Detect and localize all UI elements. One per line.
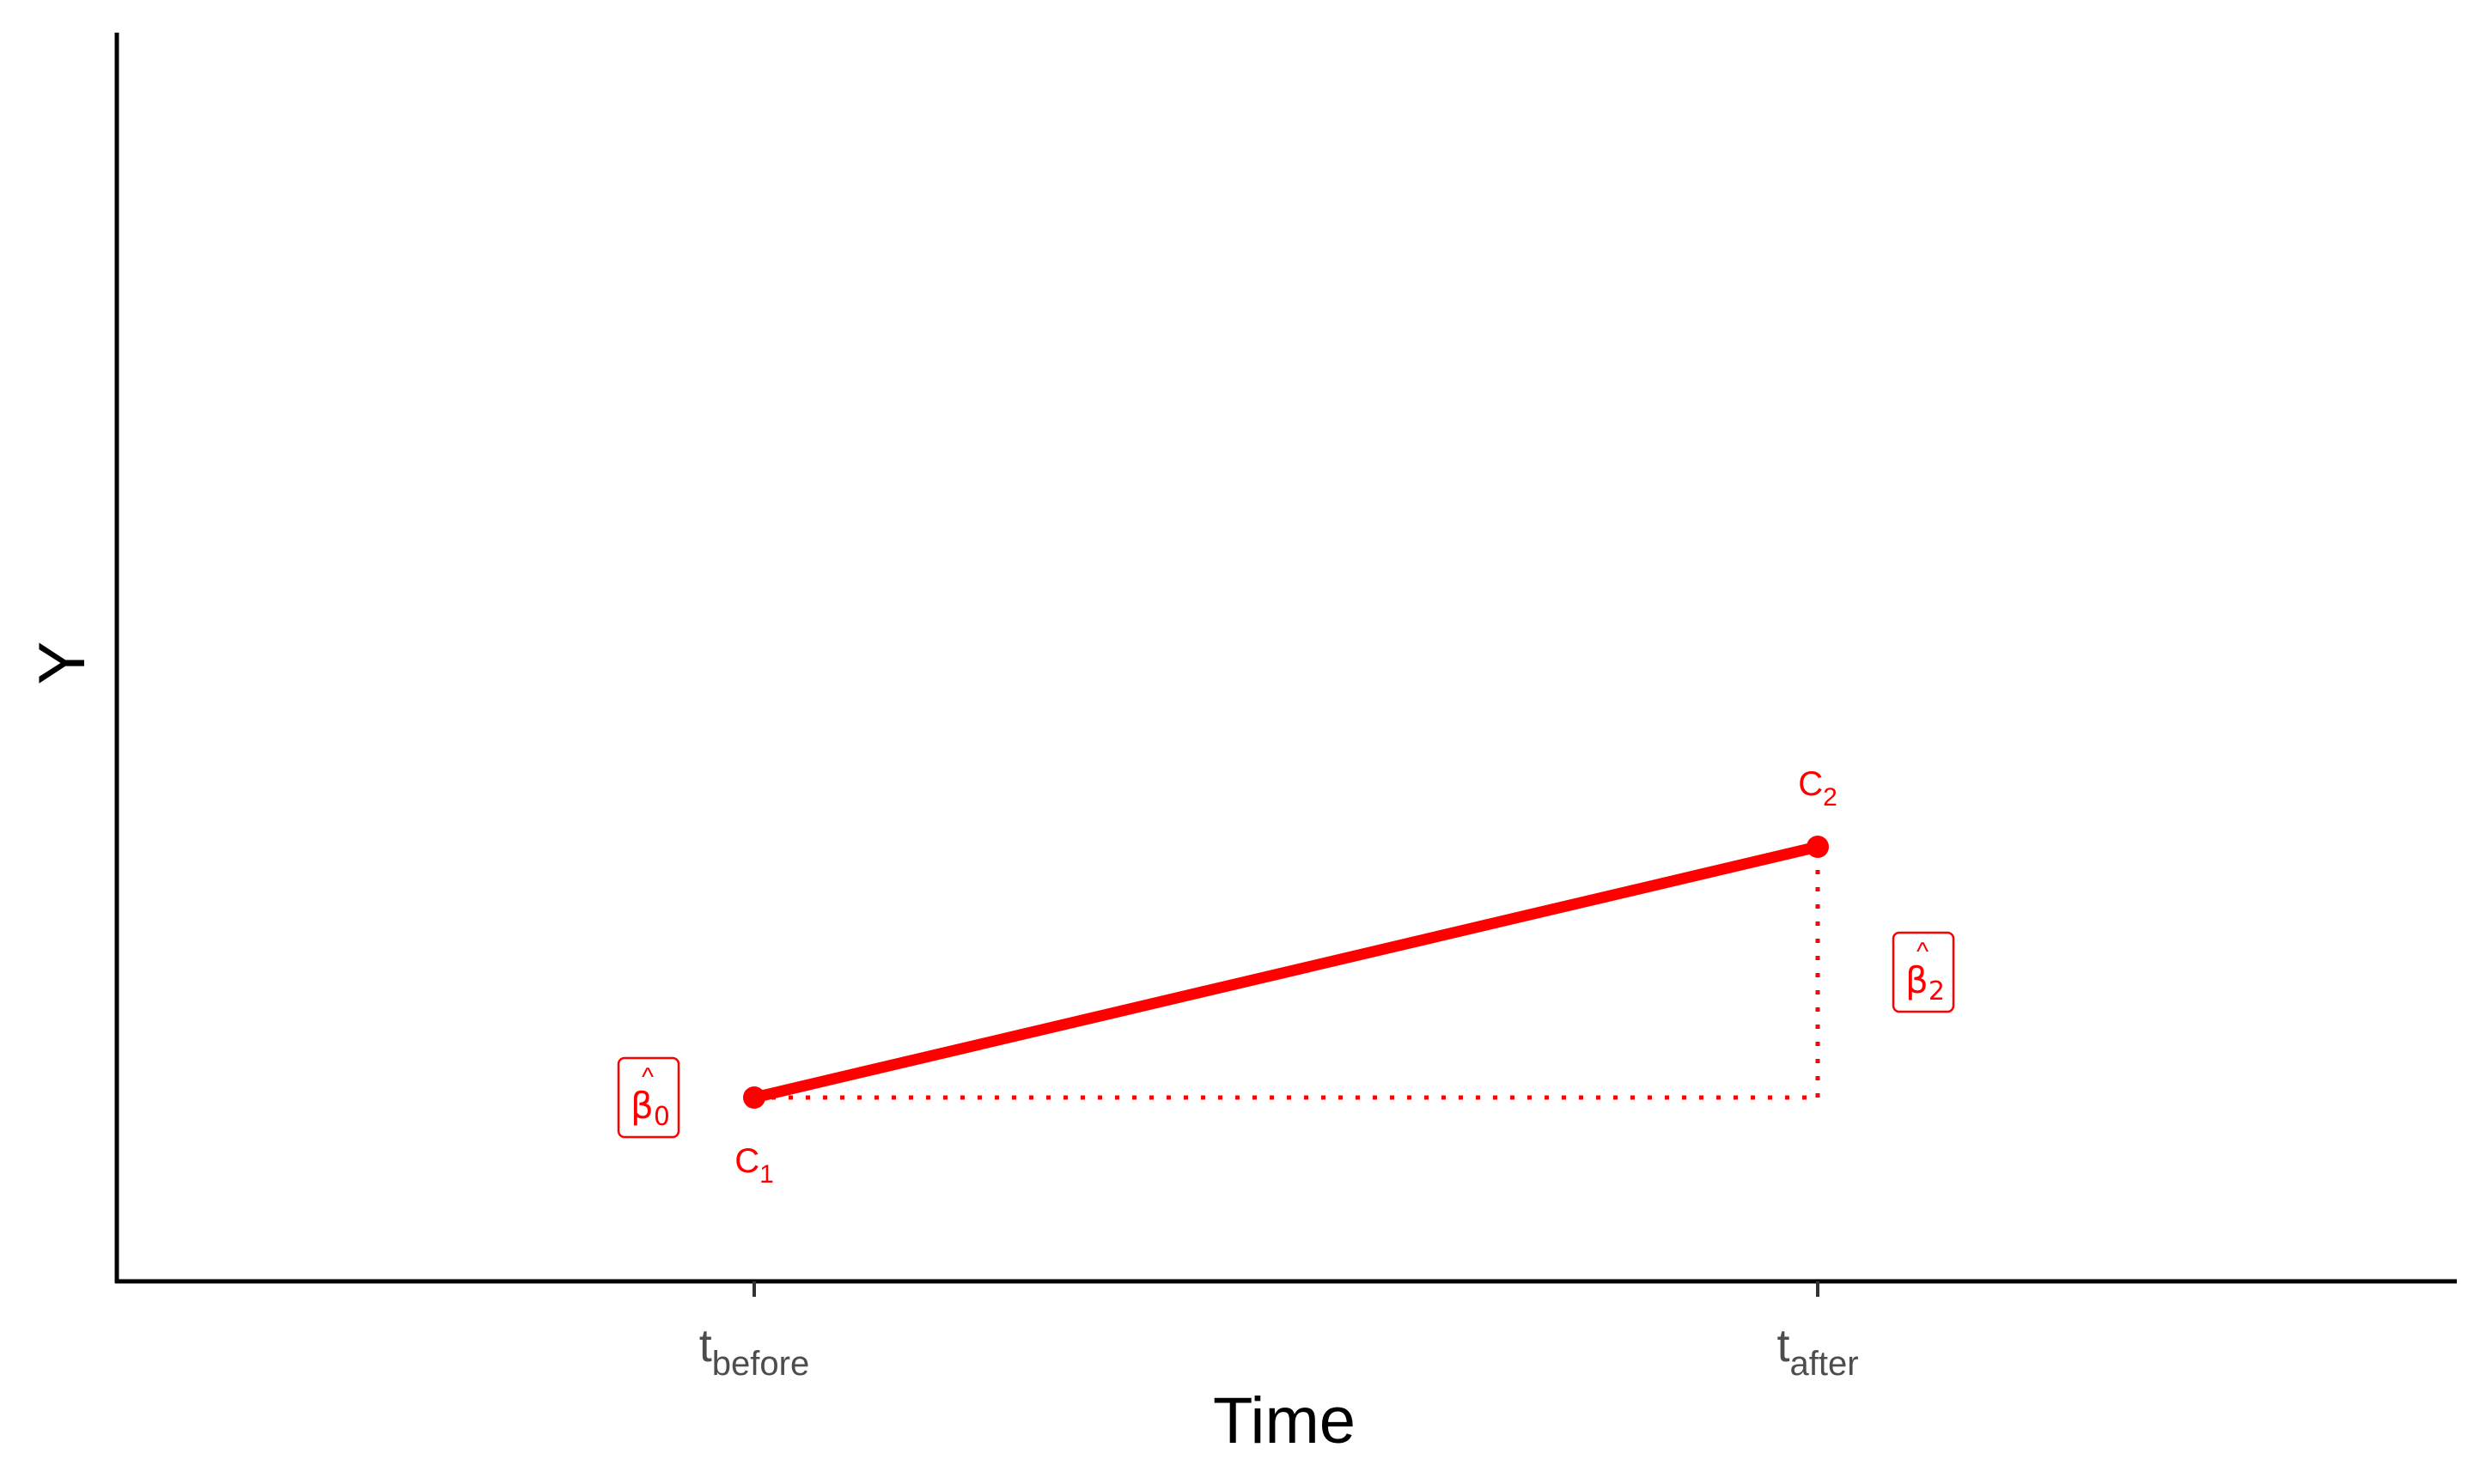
point-label-after: C2 <box>1798 765 1837 812</box>
annotation-box <box>1892 931 1955 1013</box>
point-label-before: C1 <box>734 1142 774 1189</box>
x-tick-label-before: tbefore <box>699 1320 809 1383</box>
x-tick-label-sub: before <box>712 1345 809 1383</box>
beta-annotation-0: ^β0 <box>617 1056 680 1139</box>
x-tick-label-base: t <box>699 1320 712 1371</box>
annotation-text: β0 <box>631 1085 670 1132</box>
x-axis-title: Time <box>1213 1384 1356 1457</box>
series-line <box>753 841 1819 1104</box>
beta-annotation-2: ^β2 <box>1892 931 1955 1013</box>
annotation-box <box>617 1056 680 1139</box>
x-tick-label-base: t <box>1776 1320 1789 1371</box>
x-tick-label-after: tafter <box>1776 1320 1858 1383</box>
annotation-hat: ^ <box>642 1063 654 1092</box>
x-tick-label-sub: after <box>1789 1345 1858 1383</box>
annotation-text: β2 <box>1905 959 1945 1007</box>
annotation-hat: ^ <box>1916 938 1929 966</box>
data-point-after <box>1807 836 1829 858</box>
y-axis-title: Y <box>26 642 99 685</box>
data-point-before <box>743 1086 765 1109</box>
